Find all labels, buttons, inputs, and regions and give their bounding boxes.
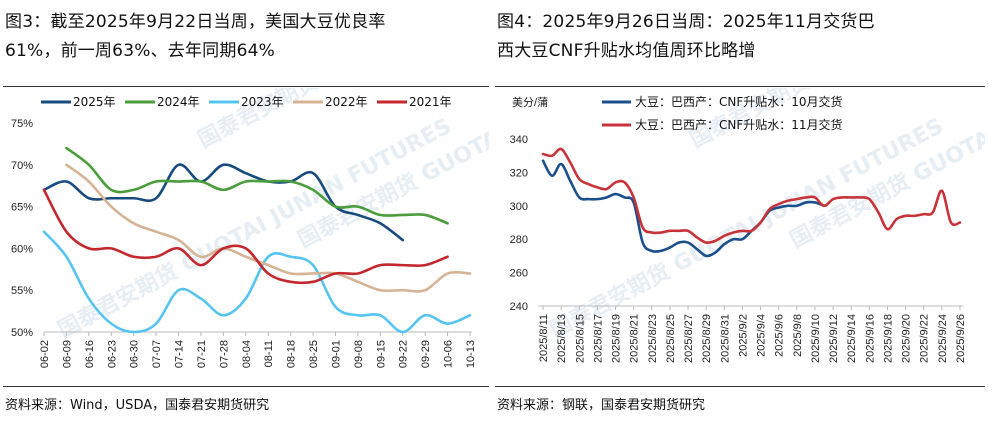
x-tick-label: 2025/9/26 xyxy=(955,314,967,363)
right-figure-title: 图4：2025年9月26日当周：2025年11月交货巴 西大豆CNF升贴水均值周… xyxy=(497,8,875,66)
series-line-nov-delivery xyxy=(541,147,962,244)
left-figure-panel: 图3：截至2025年9月22日当周，美国大豆优良率 61%，前一周63%、去年同… xyxy=(3,0,489,426)
x-tick-label: 06-16 xyxy=(84,340,96,368)
x-tick-label: 06-09 xyxy=(61,340,73,368)
x-tick-label: 09-22 xyxy=(398,340,410,368)
x-tick-label: 06-02 xyxy=(39,340,51,368)
left-title-line-2: 61%，前一周63%、去年同期64% xyxy=(5,41,275,61)
x-tick-label: 2025/8/11 xyxy=(538,314,550,362)
series-line-2021年 xyxy=(42,188,449,285)
y-tick-label: 75% xyxy=(11,118,33,130)
x-tick-label: 07-21 xyxy=(196,340,208,368)
x-tick-label: 2025/8/29 xyxy=(701,314,713,363)
x-tick-label: 08-11 xyxy=(263,340,275,367)
left-title-line-1: 图3：截至2025年9月22日当周，美国大豆优良率 xyxy=(5,12,386,32)
watermark-logo-text: 国泰君安期货 GUOTAI JUNAN FUTURES xyxy=(54,113,456,343)
legend-label: 大豆：巴西产：CNF升贴水：11月交货 xyxy=(635,117,843,132)
x-tick-label: 07-28 xyxy=(218,340,230,368)
x-tick-label: 2025/9/4 xyxy=(756,314,768,357)
x-tick-label: 08-25 xyxy=(308,340,320,368)
y-tick-label: 55% xyxy=(11,285,33,297)
x-tick-label: 2025/8/15 xyxy=(574,314,586,363)
right-title-line-2: 西大豆CNF升贴水均值周环比略增 xyxy=(497,41,756,61)
right-title-divider xyxy=(495,86,985,87)
y-tick-label: 50% xyxy=(11,327,33,339)
x-tick-label: 2025/9/6 xyxy=(774,314,786,357)
x-tick-label: 2025/9/2 xyxy=(737,314,749,357)
x-tick-label: 09-01 xyxy=(330,340,342,368)
y-tick-label: 280 xyxy=(510,234,528,246)
y-tick-label: 240 xyxy=(510,301,528,313)
left-figure-title: 图3：截至2025年9月22日当周，美国大豆优良率 61%，前一周63%、去年同… xyxy=(5,8,386,66)
right-title-line-1: 图4：2025年9月26日当周：2025年11月交货巴 xyxy=(497,12,875,32)
x-tick-label: 2025/8/13 xyxy=(556,314,568,363)
y-tick-label: 320 xyxy=(510,167,528,179)
legend-label: 2022年 xyxy=(325,95,368,109)
y-tick-label: 70% xyxy=(11,160,33,172)
x-tick-label: 2025/9/18 xyxy=(882,314,894,363)
y-tick-label: 60% xyxy=(11,243,33,255)
x-tick-label: 2025/9/16 xyxy=(864,314,876,363)
x-tick-label: 08-18 xyxy=(286,340,298,368)
legend-label: 2023年 xyxy=(241,95,284,109)
x-tick-label: 2025/8/19 xyxy=(611,314,623,363)
right-source-note: 资料来源：钢联，国泰君安期货研究 xyxy=(497,398,706,413)
x-tick-label: 2025/9/10 xyxy=(810,314,822,363)
series-line-2022年 xyxy=(65,163,472,293)
y-tick-label: 65% xyxy=(11,202,33,214)
x-tick-label: 2025/9/24 xyxy=(937,314,949,363)
x-tick-label: 07-07 xyxy=(151,340,163,368)
legend-label: 2021年 xyxy=(409,95,452,109)
x-tick-label: 2025/9/20 xyxy=(901,314,913,363)
legend-label: 2024年 xyxy=(157,95,200,109)
legend-label: 大豆：巴西产：CNF升贴水：10月交货 xyxy=(635,94,843,109)
left-source-divider xyxy=(3,386,489,387)
x-tick-label: 07-14 xyxy=(174,340,186,368)
x-tick-label: 2025/8/31 xyxy=(719,314,731,363)
x-tick-label: 2025/9/14 xyxy=(846,314,858,363)
x-tick-label: 10-06 xyxy=(443,340,455,368)
x-tick-label: 10-13 xyxy=(465,340,477,368)
x-tick-label: 06-23 xyxy=(106,340,118,368)
y-tick-label: 300 xyxy=(510,201,528,213)
y-tick-label: 340 xyxy=(510,134,528,146)
y-axis-unit-label: 美分/蒲 xyxy=(512,95,548,109)
x-tick-label: 2025/8/25 xyxy=(665,314,677,363)
x-tick-label: 09-15 xyxy=(375,340,387,368)
x-tick-label: 2025/8/17 xyxy=(592,314,604,363)
left-source-note: 资料来源：Wind，USDA，国泰君安期货研究 xyxy=(5,398,270,413)
right-figure-panel: 图4：2025年9月26日当周：2025年11月交货巴 西大豆CNF升贴水均值周… xyxy=(495,0,985,426)
x-tick-label: 2025/8/21 xyxy=(629,314,641,363)
x-tick-label: 06-30 xyxy=(129,340,141,368)
left-title-divider xyxy=(3,86,489,87)
x-tick-label: 09-08 xyxy=(353,340,365,368)
series-line-2023年 xyxy=(42,230,472,334)
x-tick-label: 2025/9/12 xyxy=(828,314,840,363)
watermark-logo-text: 国泰君安期货 GUOTAI JUNAN FUTURES xyxy=(294,88,489,253)
series-line-oct-delivery xyxy=(541,159,826,258)
legend-label: 2025年 xyxy=(73,95,116,109)
x-tick-label: 09-29 xyxy=(420,340,432,368)
series-line-2024年 xyxy=(65,146,449,225)
right-source-divider xyxy=(495,386,985,387)
x-tick-label: 08-04 xyxy=(241,340,253,368)
x-tick-label: 2025/8/23 xyxy=(647,314,659,363)
x-tick-label: 2025/8/27 xyxy=(683,314,695,363)
y-tick-label: 260 xyxy=(510,268,528,280)
x-tick-label: 2025/9/8 xyxy=(792,314,804,357)
x-tick-label: 2025/9/22 xyxy=(919,314,931,363)
